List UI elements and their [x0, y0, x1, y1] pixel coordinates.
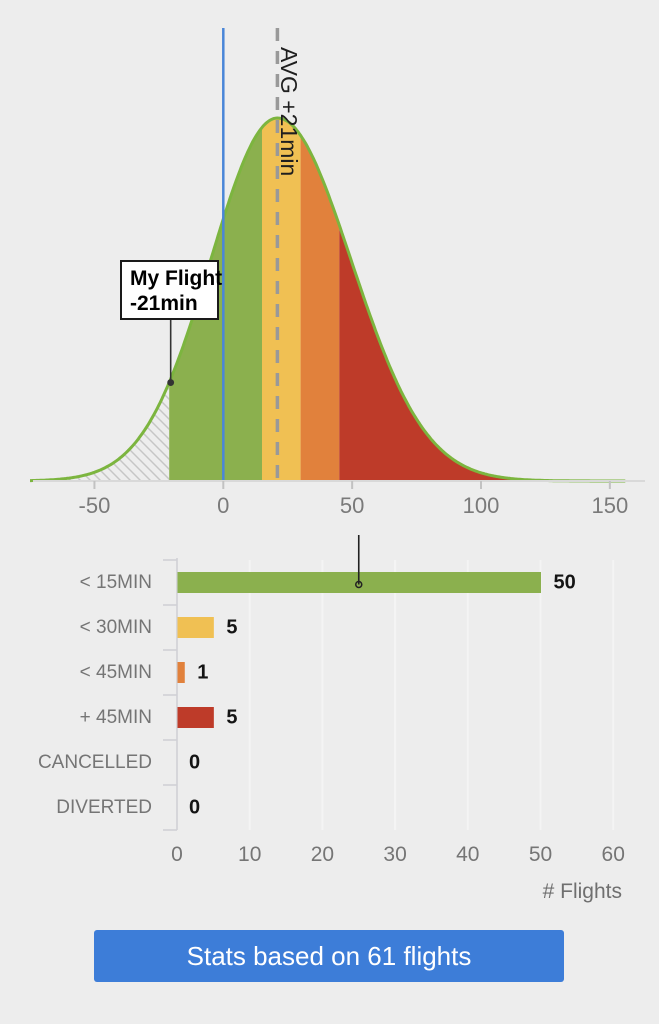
dist-x-tick-label: 150: [591, 493, 628, 518]
bar-x-tick-label: 40: [456, 843, 479, 866]
region-lt-45min: [300, 135, 340, 481]
region-before-my-flight: [30, 382, 170, 481]
bar: [177, 707, 214, 728]
bar: [177, 617, 214, 638]
my-flight-label: My Flight: [130, 267, 222, 290]
dist-x-tick-label: 50: [340, 493, 364, 518]
category-label: < 45MIN: [80, 662, 152, 683]
bar-x-axis-title: # Flights: [543, 880, 622, 903]
value-label: 5: [226, 707, 237, 729]
value-label: 0: [189, 797, 200, 819]
category-label: < 30MIN: [80, 617, 152, 638]
delay-buckets-bar-chart: < 15MIN 50 < 30MIN 5 < 45MIN 1 + 45MIN 5 CANCELL…: [38, 535, 625, 903]
region-gt-45min: [339, 225, 626, 481]
value-label: 0: [189, 752, 200, 774]
dist-x-tick-label: 100: [463, 493, 500, 518]
bar-x-tick-label: 30: [383, 843, 406, 866]
dist-x-tick-label: -50: [79, 493, 111, 518]
delay-distribution-chart: AVG +21min My Flight-21min -50 0 50 100 150: [30, 28, 645, 518]
my-flight-delta-label: -21min: [130, 292, 198, 315]
bar-x-tick-label: 0: [171, 843, 183, 866]
dist-x-tick-label: 0: [217, 493, 229, 518]
value-label: 1: [197, 662, 208, 684]
category-label: DIVERTED: [56, 797, 152, 818]
average-delay-label: AVG +21min: [276, 47, 302, 176]
bar-x-tick-label: 20: [311, 843, 334, 866]
distribution-curve: [30, 116, 626, 483]
category-label: + 45MIN: [80, 707, 152, 728]
my-flight-marker-dot: [167, 379, 175, 386]
my-flight-callout-box: [120, 260, 219, 320]
stats-summary-button[interactable]: Stats based on 61 flights: [94, 930, 564, 982]
bar-marker-dot: [355, 580, 363, 589]
category-label: < 15MIN: [80, 572, 152, 593]
category-label: CANCELLED: [38, 752, 152, 773]
region-lt-30min: [262, 118, 301, 481]
bar-x-tick-label: 60: [602, 843, 625, 866]
bar: [177, 662, 185, 683]
bar-x-tick-label: 10: [238, 843, 261, 866]
value-label: 50: [554, 572, 576, 594]
bar-x-tick-label: 50: [529, 843, 552, 866]
value-label: 5: [226, 617, 237, 639]
